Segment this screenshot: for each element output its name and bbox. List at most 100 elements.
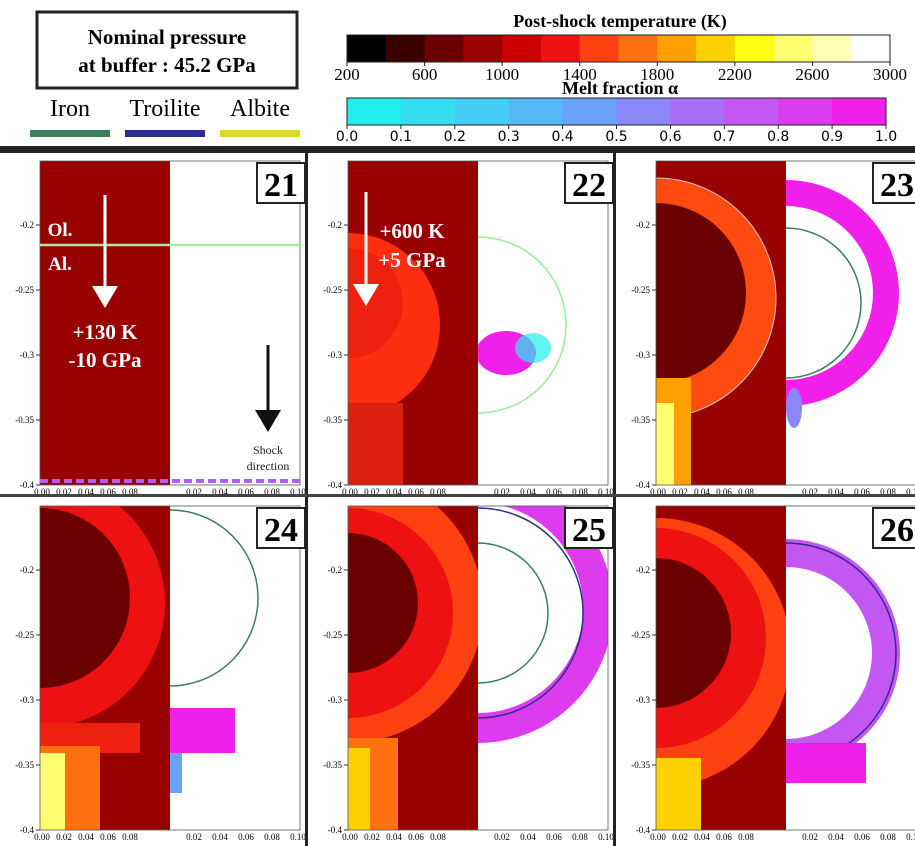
x-tick-label: 0.04 — [386, 832, 402, 842]
x-tick-label: 0.00 — [34, 832, 50, 842]
melt-field — [478, 161, 608, 485]
feature — [786, 388, 802, 428]
panel-number: 25 — [572, 512, 606, 549]
colorbar-cell — [424, 35, 464, 62]
x-tick-label: 0.04 — [520, 487, 536, 497]
x-tick-label: 0.08 — [430, 487, 446, 497]
colorbar-label: 0.1 — [390, 129, 412, 145]
feature — [478, 236, 567, 414]
colorbar-cell — [454, 98, 510, 125]
panel: -0.2 -0.25 -0.3 -0.35 -0.40.00 0.02 0.04 0.06 0.… — [15, 505, 306, 842]
colorbar-label: 2600 — [795, 65, 829, 84]
x-tick-label: 0.04 — [386, 487, 402, 497]
x-tick-label: 0.04 — [694, 832, 710, 842]
colorbar-cell — [670, 98, 725, 125]
x-tick-label: 0.08 — [880, 832, 896, 842]
feature-group — [786, 180, 899, 428]
colorbar-label: 1800 — [640, 65, 674, 84]
x-tick-label: 0.08 — [264, 487, 280, 497]
feature — [478, 506, 608, 743]
colorbar-label: 0.0 — [336, 129, 358, 145]
x-tick-label: 0.04 — [520, 832, 536, 842]
x-tick-label: 0.08 — [880, 487, 896, 497]
panel-divider — [613, 153, 616, 846]
x-tick-label: 0.06 — [100, 832, 116, 842]
x-tick-label: 0.06 — [546, 832, 562, 842]
colorbar-cell — [562, 98, 617, 125]
panel-number: 26 — [880, 512, 914, 549]
x-tick-label: 0.02 — [364, 487, 380, 497]
colorbar-label: 3000 — [873, 65, 907, 84]
colorbar-cell — [851, 35, 891, 62]
colorbar-cell — [502, 35, 542, 62]
x-tick-label: 0.06 — [854, 832, 870, 842]
colorbar-cell — [347, 35, 387, 62]
plot-frame — [655, 505, 915, 831]
x-tick-label: 0.04 — [694, 487, 710, 497]
x-tick-label: 0.06 — [854, 487, 870, 497]
x-tick-label: 0.04 — [828, 832, 844, 842]
feature-group — [348, 233, 440, 485]
y-tick-label: -0.4 — [636, 480, 651, 490]
feature-group — [478, 236, 567, 414]
arrow-head — [353, 284, 379, 306]
panel-number: 22 — [572, 167, 606, 204]
x-tick-label: 0.02 — [56, 487, 72, 497]
y-tick-label: -0.35 — [323, 760, 342, 770]
annotation: +130 K — [72, 320, 138, 344]
feature — [786, 542, 897, 764]
y-tick-label: -0.35 — [323, 415, 342, 425]
plot-frame — [39, 505, 301, 831]
box-line: Nominal pressure — [88, 25, 246, 49]
panel: -0.2 -0.25 -0.3 -0.35 -0.40.00 0.02 0.04 0.06 0.… — [631, 505, 915, 842]
colorbar-label: 0.9 — [821, 129, 843, 145]
annotation: +600 K — [379, 219, 445, 243]
x-tick-label: 0.02 — [802, 832, 818, 842]
x-tick-label: 0.02 — [186, 832, 202, 842]
y-tick-label: -0.25 — [323, 285, 342, 295]
colorbar-cell — [347, 98, 402, 125]
x-tick-label: 0.06 — [716, 832, 732, 842]
colorbar-label: 1000 — [485, 65, 519, 84]
y-tick-label: -0.3 — [20, 695, 35, 705]
melt-title: Melt fraction α — [562, 78, 678, 98]
row-divider — [0, 494, 915, 497]
colorbar-label: 0.3 — [498, 129, 520, 145]
colorbar-cell — [696, 35, 736, 62]
panel-divider — [305, 153, 308, 846]
feature-group — [478, 506, 608, 743]
feature-group — [656, 177, 777, 485]
x-tick-label: 0.08 — [264, 832, 280, 842]
feature — [40, 508, 130, 688]
feature — [170, 509, 259, 687]
x-tick-label: 0.06 — [408, 487, 424, 497]
annotation: -10 GPa — [69, 348, 142, 372]
feature — [656, 203, 746, 383]
material-label: Albite — [230, 96, 290, 122]
colorbar-frame — [346, 34, 891, 63]
feature — [786, 743, 866, 783]
x-tick-label: 0.02 — [494, 832, 510, 842]
x-tick-label: 0.04 — [78, 832, 94, 842]
x-tick-label: 0.10 — [906, 832, 915, 842]
x-tick-label: 0.04 — [828, 487, 844, 497]
colorbar-label: 0.6 — [659, 129, 681, 145]
y-tick-label: -0.4 — [328, 480, 343, 490]
y-tick-label: -0.2 — [20, 565, 34, 575]
y-tick-label: -0.3 — [20, 350, 35, 360]
x-tick-label: 0.00 — [342, 487, 358, 497]
x-tick-label: 0.04 — [78, 487, 94, 497]
colorbar-label: 1400 — [563, 65, 597, 84]
colorbar-cell — [618, 35, 658, 62]
x-tick-label: 0.10 — [290, 832, 306, 842]
material-label: Iron — [50, 96, 90, 122]
y-tick-label: -0.4 — [20, 480, 35, 490]
colorbar-cell — [832, 98, 887, 125]
feature — [656, 403, 674, 485]
y-tick-label: -0.2 — [328, 565, 342, 575]
colorbar-label: 0.2 — [444, 129, 466, 145]
y-tick-label: -0.35 — [631, 760, 650, 770]
y-tick-label: -0.35 — [15, 415, 34, 425]
x-tick-label: 0.06 — [238, 487, 254, 497]
